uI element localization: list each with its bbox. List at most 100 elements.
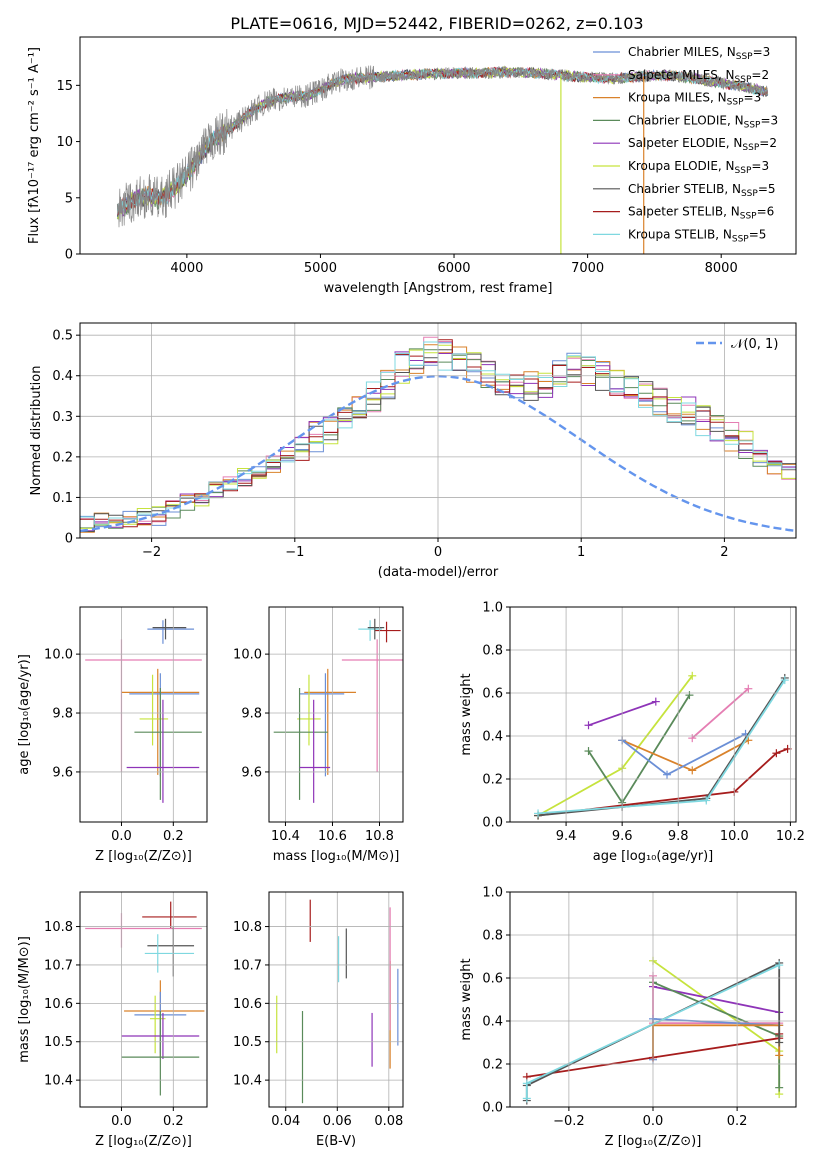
panel-mw-age: 9.4 9.6 9.8 10.0 10.2 0.0 0.2 0.4 0.6 0.8 1.0 age […: [459, 601, 805, 865]
y-tick-label: 0.6: [482, 972, 503, 987]
y-tick-label: 0.0: [482, 816, 503, 831]
x-tick-label: −2: [142, 545, 161, 560]
x-tick-label: 10.4: [271, 829, 300, 844]
panel-age-mass: 10.4 10.6 10.8 9.6 9.8 10.0 mass [log₁₀(M/M⊙)]: [233, 606, 404, 864]
y-tick-label: 10.7: [44, 958, 73, 973]
legend-label-tail: =2: [751, 68, 769, 82]
y-tick-label: 9.8: [52, 707, 73, 722]
x-tick-label: 0.0: [111, 829, 132, 844]
y-tick-label: 0.1: [52, 491, 73, 506]
y-axis-label: mass weight: [459, 673, 474, 755]
y-tick-label: 10.8: [233, 920, 262, 935]
x-tick-label: 0.06: [323, 1114, 352, 1129]
plot-area: [85, 901, 205, 1096]
legend-label: Chabrier STELIB, NSSP=5: [628, 182, 776, 199]
x-tick-label: 1: [577, 545, 585, 560]
legend-label-tail: =2: [759, 136, 777, 150]
y-tick-label: 5: [65, 191, 73, 206]
y-tick-label: 0: [65, 248, 73, 263]
legend-label: Kroupa STELIB, NSSP=5: [628, 227, 766, 244]
mass-weight-line: [691, 688, 749, 739]
x-axis-label: Z [log₁₀(Z/Z⊙)]: [95, 1134, 192, 1149]
x-tick-label: 10.6: [318, 829, 347, 844]
x-tick-label: 0.0: [643, 1114, 664, 1129]
y-tick-label: 0.6: [482, 687, 503, 702]
legend-label: Chabrier MILES, NSSP=3: [628, 45, 770, 62]
axes-frame: [79, 891, 208, 1108]
y-tick-label: 10.4: [233, 1074, 262, 1089]
figure-title: PLATE=0616, MJD=52442, FIBERID=0262, z=0…: [230, 14, 643, 33]
x-tick-label: 10.2: [776, 829, 805, 844]
legend-label-sub: SSP: [744, 120, 761, 130]
histogram-step-line: [80, 348, 796, 529]
y-axis-label: age [log₁₀(age/yr)]: [17, 654, 32, 775]
y-axis-label: mass weight: [459, 958, 474, 1040]
x-tick-label: 7000: [571, 261, 604, 276]
y-tick-label: 1.0: [482, 601, 503, 616]
y-tick-label: 0.8: [482, 929, 503, 944]
x-tick-label: 0.08: [374, 1114, 403, 1129]
legend-label-main: Salpeter STELIB, N: [628, 205, 740, 219]
x-tick-label: 2: [720, 545, 728, 560]
legend-label: Salpeter STELIB, NSSP=6: [628, 205, 774, 222]
x-axis-label: Z [log₁₀(Z/Z⊙)]: [95, 849, 192, 864]
y-tick-label: 10: [56, 135, 73, 150]
legend-label-main: Kroupa STELIB, N: [628, 227, 732, 241]
mass-weight-line: [537, 679, 786, 815]
legend-label: Kroupa ELODIE, NSSP=3: [628, 159, 769, 176]
x-tick-label: 0.2: [163, 829, 184, 844]
histogram-step-line: [80, 339, 796, 528]
x-tick-label: 6000: [437, 261, 470, 276]
x-tick-label: 5000: [304, 261, 337, 276]
y-tick-label: 1.0: [482, 886, 503, 901]
y-tick-label: 10.5: [44, 1035, 73, 1050]
x-tick-label: 0.2: [163, 1114, 184, 1129]
legend-label-main: Salpeter MILES, N: [628, 68, 735, 82]
legend-label-sub: SSP: [736, 52, 753, 62]
axes-frame: [509, 606, 797, 823]
plot-area: [534, 671, 792, 820]
x-axis-label: mass [log₁₀(M/M⊙)]: [273, 849, 400, 864]
histogram-step-line: [80, 344, 796, 533]
panel-mass-z: 0.0 0.2 10.4 10.5 10.6 10.7 10.8 Z [log₁₀(Z/Z⊙)…: [17, 891, 208, 1149]
legend-label-tail: =5: [749, 227, 767, 241]
legend-label-sub: SSP: [727, 98, 744, 108]
y-tick-label: 10.6: [233, 997, 262, 1012]
legend-label-sub: SSP: [735, 75, 752, 85]
y-tick-label: 0.5: [52, 329, 73, 344]
legend-label-sub: SSP: [740, 212, 757, 222]
legend-label-main: Chabrier MILES, N: [628, 45, 736, 59]
y-tick-label: 9.8: [241, 707, 262, 722]
x-tick-label: 0.04: [271, 1114, 300, 1129]
y-tick-label: 9.6: [52, 765, 73, 780]
x-axis-label: wavelength [Angstrom, rest frame]: [324, 281, 553, 296]
mass-weight-line: [537, 675, 694, 817]
y-tick-label: 0.3: [52, 410, 73, 425]
plot-area: [116, 65, 769, 254]
y-axis-label: Flux [fλ10⁻¹⁷ erg cm⁻² s⁻¹ A⁻¹]: [27, 47, 42, 244]
legend-label: Salpeter MILES, NSSP=2: [628, 68, 769, 85]
y-tick-label: 0.8: [482, 644, 503, 659]
axes-frame: [268, 606, 404, 823]
legend-label-main: Salpeter ELODIE, N: [628, 136, 742, 150]
y-tick-label: 10.7: [233, 958, 262, 973]
x-axis-label: Z [log₁₀(Z/Z⊙)]: [605, 1134, 702, 1149]
x-tick-label: 9.4: [556, 829, 577, 844]
legend-label-main: Chabrier STELIB, N: [628, 182, 741, 196]
x-tick-label: 0: [434, 545, 442, 560]
y-tick-label: 10.0: [233, 648, 262, 663]
legend-label-tail: =5: [758, 182, 776, 196]
legend-label-tail: =3: [744, 91, 762, 105]
axes-frame: [79, 606, 208, 823]
x-tick-label: 10.8: [365, 829, 394, 844]
y-tick-label: 10.5: [233, 1035, 262, 1050]
legend-label: Kroupa MILES, NSSP=3: [628, 91, 761, 108]
legend-label-tail: =6: [757, 205, 775, 219]
histogram-step-line: [80, 349, 796, 532]
x-axis-label: (data-model)/error: [378, 565, 499, 580]
y-tick-label: 0.4: [482, 1015, 503, 1030]
legend-label: Salpeter ELODIE, NSSP=2: [628, 136, 777, 153]
mass-weight-line: [587, 694, 691, 805]
panel-mw-z: −0.2 0.0 0.2 0.0 0.2 0.4 0.6 0.8 1.0 Z [log₁₀(Z/Z…: [459, 886, 797, 1149]
